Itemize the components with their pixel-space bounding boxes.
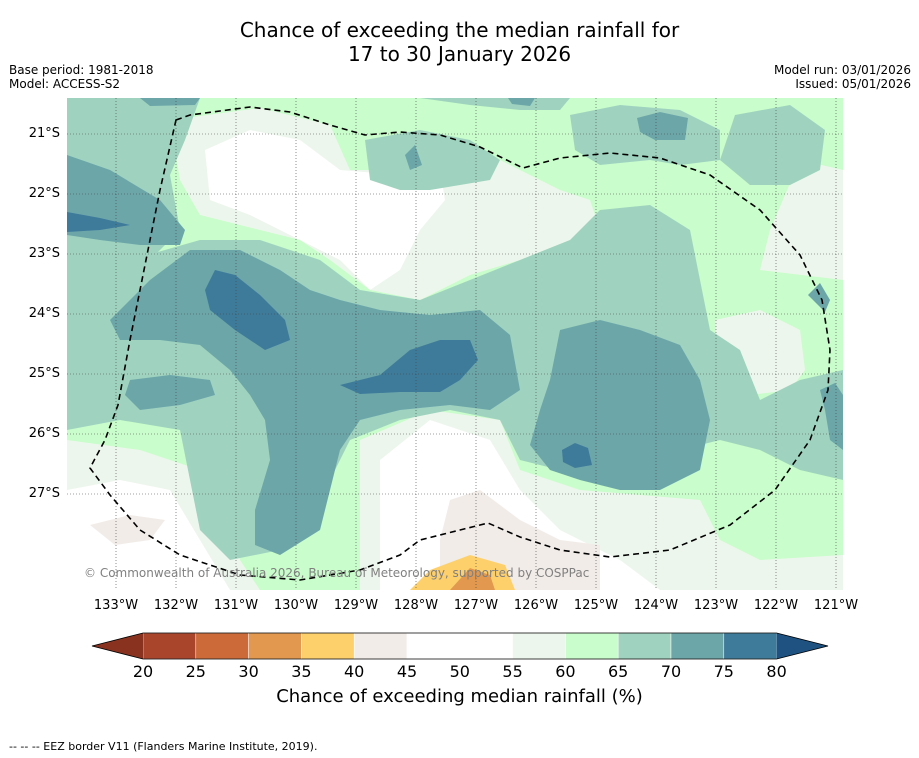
colorbar-tick-label: 75 bbox=[713, 662, 734, 681]
region-70-center bbox=[110, 250, 520, 555]
colorbar-tick-label: 80 bbox=[766, 662, 787, 681]
region-65-ne2 bbox=[720, 105, 825, 185]
x-tick-label: 129°W bbox=[333, 598, 379, 613]
region-75-center2 bbox=[340, 340, 478, 394]
region-65-north bbox=[365, 130, 500, 190]
region-70-sw bbox=[125, 375, 215, 410]
y-tick-label: 21°S bbox=[28, 126, 60, 141]
colorbar-tick-label: 25 bbox=[185, 662, 206, 681]
x-tick-label: 126°W bbox=[513, 598, 559, 613]
x-tick-label: 131°W bbox=[213, 598, 259, 613]
meta-left: Base period: 1981-2018 Model: ACCESS-S2 bbox=[9, 63, 154, 91]
y-tick-label: 26°S bbox=[28, 426, 60, 441]
region-75-east bbox=[562, 443, 592, 468]
y-tick-label: 24°S bbox=[28, 306, 60, 321]
colorbar-tick-label: 45 bbox=[396, 662, 418, 681]
region-40-a bbox=[90, 515, 165, 545]
colorbar-tick-label: 35 bbox=[291, 662, 312, 681]
eez-legend-note: -- -- -- EEZ border V11 (Flanders Marine… bbox=[9, 740, 318, 753]
copyright-notice: © Commonwealth of Australia 2026, Bureau… bbox=[84, 566, 590, 580]
region-50-north bbox=[205, 130, 445, 290]
y-tick-label: 27°S bbox=[28, 486, 60, 501]
model-run: Model run: 03/01/2026 bbox=[773, 63, 911, 77]
colorbar-tick-label: 40 bbox=[344, 662, 365, 681]
y-tick-label: 22°S bbox=[28, 186, 60, 201]
region-55-ne bbox=[760, 160, 843, 280]
title-line-2: 17 to 30 January 2026 bbox=[347, 42, 572, 66]
contour-layer bbox=[67, 98, 843, 590]
region-30 bbox=[450, 568, 495, 590]
colorbar-tick-label: 65 bbox=[608, 662, 629, 681]
x-tick-label: 127°W bbox=[453, 598, 499, 613]
y-tick-label: 23°S bbox=[28, 246, 60, 261]
region-70-nw bbox=[140, 98, 200, 106]
x-tick-label: 125°W bbox=[573, 598, 619, 613]
x-tick-label: 124°W bbox=[633, 598, 679, 613]
x-tick-label: 130°W bbox=[273, 598, 319, 613]
region-70-n2 bbox=[508, 98, 535, 106]
region-70-e2 bbox=[820, 383, 843, 450]
colorbar-tick-label: 60 bbox=[555, 662, 576, 681]
region-70-n bbox=[405, 145, 422, 170]
region-70-ne bbox=[637, 112, 688, 140]
colorbar-title: Chance of exceeding median rainfall (%) bbox=[276, 686, 643, 707]
x-tick-label: 123°W bbox=[693, 598, 739, 613]
region-75-west bbox=[67, 212, 130, 232]
model-name: Model: ACCESS-S2 bbox=[9, 77, 121, 91]
y-tick-label: 25°S bbox=[28, 366, 60, 381]
title-line-1: Chance of exceeding the median rainfall … bbox=[239, 18, 680, 42]
x-tick-label: 128°W bbox=[393, 598, 439, 613]
colorbar-tick-label: 70 bbox=[660, 662, 682, 681]
x-tick-label: 122°W bbox=[753, 598, 799, 613]
region-75-center bbox=[205, 270, 290, 350]
x-tick-label: 121°W bbox=[813, 598, 859, 613]
colorbar-tick-label: 20 bbox=[132, 662, 154, 681]
x-tick-label: 133°W bbox=[93, 598, 139, 613]
x-tick-label: 132°W bbox=[153, 598, 199, 613]
issued-date: Issued: 05/01/2026 bbox=[795, 77, 911, 91]
gridlines bbox=[67, 98, 843, 590]
colorbar-tick-label: 55 bbox=[502, 662, 523, 681]
meta-right: Model run: 03/01/2026 Issued: 05/01/2026 bbox=[774, 63, 911, 91]
base-period: Base period: 1981-2018 bbox=[9, 63, 154, 77]
eez-border bbox=[89, 106, 831, 581]
region-70-e bbox=[808, 283, 830, 312]
colorbar-tick-label: 30 bbox=[238, 662, 259, 681]
map-title: Chance of exceeding the median rainfall … bbox=[0, 18, 919, 66]
colorbar-tick-label: 50 bbox=[449, 662, 470, 681]
